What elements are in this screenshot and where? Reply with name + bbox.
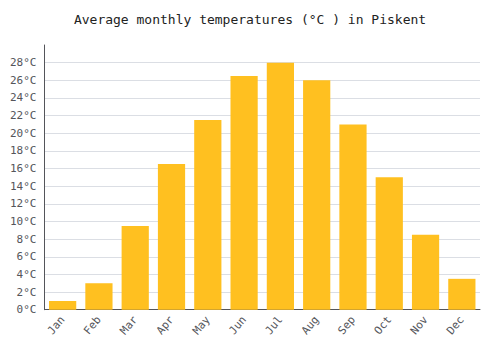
svg-text:Jul: Jul [263, 314, 286, 338]
svg-text:Jun: Jun [226, 314, 249, 338]
svg-text:10°C: 10°C [10, 215, 37, 228]
svg-text:Jan: Jan [45, 314, 68, 338]
svg-text:14°C: 14°C [10, 180, 37, 193]
svg-text:Oct: Oct [372, 314, 395, 338]
svg-text:28°C: 28°C [10, 56, 37, 69]
svg-text:4°C: 4°C [17, 268, 37, 281]
svg-text:26°C: 26°C [10, 74, 37, 87]
svg-text:Feb: Feb [81, 314, 104, 338]
svg-text:20°C: 20°C [10, 127, 37, 140]
svg-text:22°C: 22°C [10, 109, 37, 122]
svg-text:6°C: 6°C [17, 250, 37, 263]
svg-text:12°C: 12°C [10, 197, 37, 210]
svg-text:May: May [190, 313, 213, 337]
svg-text:16°C: 16°C [10, 162, 37, 175]
svg-text:8°C: 8°C [17, 233, 37, 246]
svg-text:Dec: Dec [444, 314, 467, 338]
svg-text:Average monthly temperatures (: Average monthly temperatures (°C ) in Pi… [74, 12, 426, 27]
svg-text:Apr: Apr [154, 313, 177, 337]
svg-text:Aug: Aug [299, 314, 322, 338]
svg-text:2°C: 2°C [17, 286, 37, 299]
svg-text:Mar: Mar [117, 313, 140, 337]
svg-text:18°C: 18°C [10, 144, 37, 157]
svg-text:Nov: Nov [408, 313, 431, 337]
svg-text:24°C: 24°C [10, 91, 37, 104]
svg-text:0°C: 0°C [17, 303, 37, 316]
svg-text:Sep: Sep [335, 314, 358, 338]
